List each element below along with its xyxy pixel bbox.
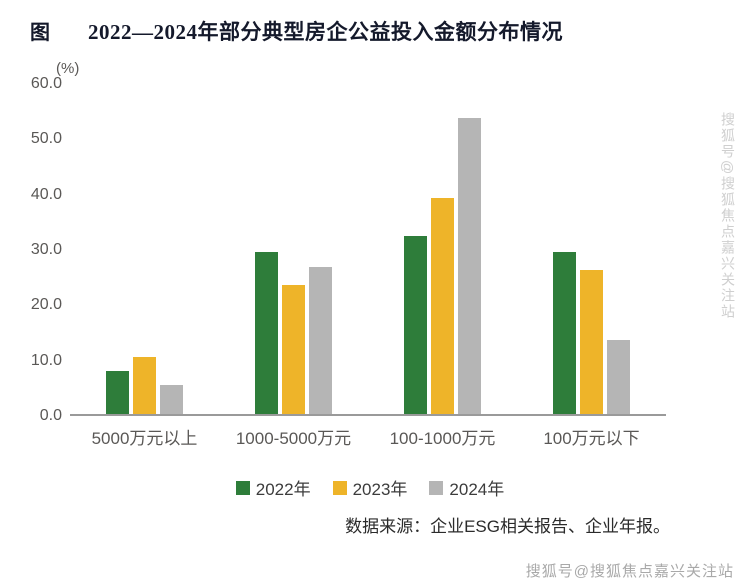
x-axis-label: 1000-5000万元 [235,429,352,448]
legend-item: 2024年 [429,475,504,500]
legend-label: 2023年 [352,480,408,499]
legend: 2022年 2023年 2024年 [0,475,740,500]
bar-2022年-100万元以下 [553,251,576,414]
bar-2024年-5000万元以上 [160,384,183,414]
x-axis-labels: 5000万元以上 1000-5000万元 100-1000万元 100万元以下 [70,424,666,449]
y-tick-label: 30.0 [30,241,62,258]
chart-header: 图 2022—2024年部分典型房企公益投入金额分布情况 [0,0,740,46]
watermark-vertical: 搜狐号@搜狐焦点嘉兴关注站 [720,112,736,321]
bar-group [517,84,666,414]
bar-chart: (%) 0.0 10.0 20.0 30.0 40.0 50.0 60.0 5000万元以上… [26,60,740,449]
bar-group [70,84,219,414]
bar-2022年-1000-5000万元 [255,251,278,414]
x-axis-label: 5000万元以上 [91,429,198,448]
x-axis-label: 100万元以下 [543,429,640,448]
bar-2023年-100-1000万元 [431,197,454,414]
y-tick-label: 20.0 [30,296,62,314]
y-tick-label: 0.0 [39,407,62,424]
figure-label: 图 [30,22,50,44]
y-tick-label: 50.0 [30,130,62,148]
bar-group [368,84,517,414]
plot-area [70,84,666,416]
y-axis-unit-label: (%) [56,60,80,77]
data-source-note: 数据来源：企业ESG相关报告、企业年报。 [345,517,670,536]
watermark-bottom: 搜狐号@搜狐焦点嘉兴关注站 [525,563,734,580]
legend-item: 2023年 [332,475,408,500]
legend-label: 2024年 [449,480,505,499]
bar-2022年-100-1000万元 [404,235,427,414]
bar-group [219,84,368,414]
bar-2024年-100万元以下 [607,340,630,414]
legend-swatch [332,480,347,495]
bar-2023年-5000万元以上 [133,357,156,414]
bar-2023年-1000-5000万元 [282,284,305,414]
chart-title: 2022—2024年部分典型房企公益投入金额分布情况 [88,20,563,44]
legend-swatch [429,480,444,495]
y-tick-label: 60.0 [30,75,62,92]
bar-2024年-100-1000万元 [458,117,481,414]
y-axis-ticks: 0.0 10.0 20.0 30.0 40.0 50.0 60.0 [26,76,70,424]
legend-item: 2022年 [235,475,311,500]
legend-label: 2022年 [255,480,311,499]
plot-wrap: 0.0 10.0 20.0 30.0 40.0 50.0 60.0 [26,76,740,424]
y-tick-label: 40.0 [30,185,62,203]
y-tick-label: 10.0 [30,351,62,369]
bar-2022年-5000万元以上 [106,370,129,414]
bar-2023年-100万元以下 [580,269,603,414]
x-axis-label: 100-1000万元 [389,429,496,448]
bar-2024年-1000-5000万元 [309,266,332,414]
legend-swatch [235,480,250,495]
